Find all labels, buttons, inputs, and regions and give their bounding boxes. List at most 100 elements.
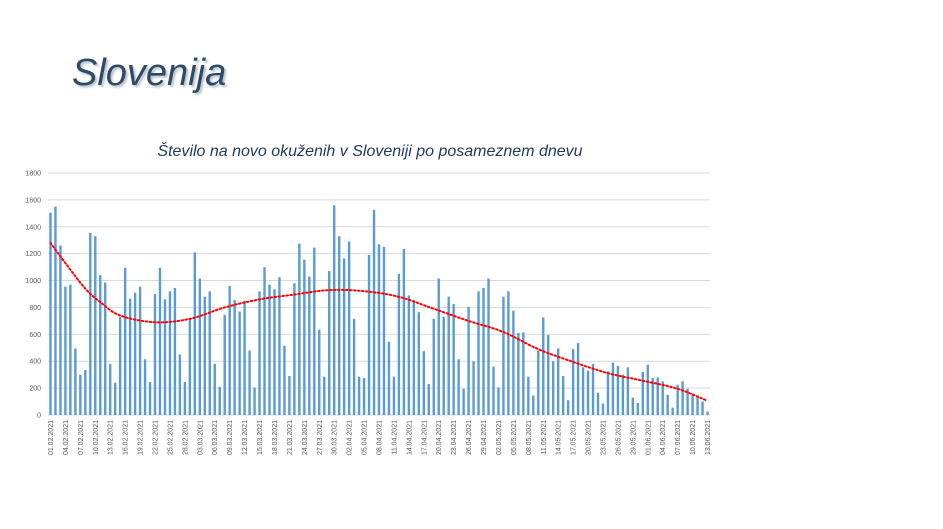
- bar: [298, 243, 301, 415]
- bar: [243, 300, 246, 415]
- bar: [123, 267, 127, 415]
- bar: [357, 376, 361, 415]
- bar: [188, 319, 192, 415]
- y-tick-label: 1200: [25, 251, 41, 258]
- bar: [691, 393, 694, 415]
- y-axis: 0 200 400 600 800 1000 1200 1400 1600 1800: [25, 171, 41, 420]
- x-tick-label: 24.03.2021: [302, 420, 309, 455]
- bar: [442, 316, 445, 415]
- bar: [671, 407, 674, 415]
- y-tick-label: 600: [29, 332, 41, 339]
- bar: [472, 361, 475, 415]
- bar: [636, 402, 640, 415]
- bar: [661, 381, 664, 415]
- bar: [74, 348, 77, 415]
- bar: [502, 296, 505, 415]
- bar: [308, 276, 311, 415]
- x-tick-label: 28.02.2021: [182, 420, 189, 455]
- bar: [89, 232, 92, 415]
- x-tick-label: 23.05.2021: [600, 420, 607, 455]
- bar: [288, 376, 291, 415]
- x-tick-label: 09.03.2021: [227, 420, 234, 455]
- bar: [407, 295, 411, 415]
- bar: [497, 387, 500, 415]
- bar: [352, 318, 356, 415]
- bar: [417, 312, 421, 415]
- bar: [64, 286, 67, 415]
- bar: [392, 376, 396, 415]
- bar: [148, 382, 152, 415]
- x-tick-label: 26.05.2021: [615, 420, 622, 455]
- bar: [616, 365, 620, 415]
- x-tick-label: 22.02.2021: [153, 420, 160, 455]
- bar: [69, 284, 72, 415]
- y-tick-label: 1000: [25, 278, 41, 285]
- bar: [84, 369, 87, 415]
- bar: [571, 349, 575, 415]
- bar: [283, 345, 286, 415]
- x-tick-label: 13.06.2021: [705, 420, 712, 455]
- bar: [248, 350, 251, 415]
- bar: [447, 296, 450, 415]
- bar: [49, 212, 52, 415]
- bar: [203, 296, 206, 415]
- bar: [556, 348, 560, 415]
- bar: [153, 294, 157, 415]
- bar: [318, 329, 321, 415]
- bar: [94, 236, 97, 415]
- bar: [631, 397, 635, 415]
- bar: [228, 285, 231, 415]
- bar: [462, 388, 465, 415]
- x-tick-label: 14.04.2021: [406, 420, 413, 455]
- bar: [696, 395, 699, 415]
- bars: [49, 205, 709, 415]
- bar: [233, 300, 236, 415]
- trendline-path: [49, 241, 709, 402]
- bar: [512, 310, 515, 415]
- x-tick-label: 17.04.2021: [421, 420, 428, 455]
- bar: [337, 236, 341, 415]
- bar: [686, 388, 689, 415]
- x-tick-label: 27.03.2021: [317, 420, 324, 455]
- bar: [482, 287, 485, 415]
- bar: [263, 267, 266, 415]
- bar: [532, 395, 535, 415]
- bar: [522, 332, 525, 415]
- bar: [178, 354, 182, 415]
- x-tick-label: 17.05.2021: [571, 420, 578, 455]
- x-tick-label: 23.04.2021: [451, 420, 458, 455]
- bar: [208, 291, 211, 415]
- bar: [372, 209, 376, 415]
- x-tick-label: 16.02.2021: [123, 420, 130, 455]
- bar: [387, 341, 391, 415]
- x-tick-label: 04.06.2021: [660, 420, 667, 455]
- x-tick-label: 05.04.2021: [362, 420, 369, 455]
- x-tick-label: 05.05.2021: [511, 420, 518, 455]
- x-tick-label: 04.02.2021: [63, 420, 70, 455]
- x-tick-label: 18.03.2021: [272, 420, 279, 455]
- trendline: [49, 241, 709, 402]
- bar: [347, 241, 351, 415]
- bar: [213, 363, 216, 415]
- x-tick-label: 01.02.2021: [48, 420, 55, 455]
- x-tick-label: 08.05.2021: [526, 420, 533, 455]
- x-tick-label: 20.05.2021: [586, 420, 593, 455]
- bar: [198, 278, 202, 415]
- bar: [54, 206, 57, 415]
- bar: [59, 245, 62, 415]
- bar: [313, 247, 316, 415]
- bar: [268, 284, 271, 415]
- x-tick-label: 02.04.2021: [347, 420, 354, 455]
- bar: [273, 289, 276, 415]
- bar: [656, 377, 659, 415]
- bar: [552, 361, 555, 415]
- x-tick-label: 12.03.2021: [242, 420, 249, 455]
- x-tick-label: 10.06.2021: [690, 420, 697, 455]
- bar: [681, 381, 684, 415]
- bar: [666, 394, 669, 415]
- bar: [706, 411, 709, 415]
- y-tick-label: 800: [29, 305, 41, 312]
- x-tick-label: 06.03.2021: [212, 420, 219, 455]
- bar: [342, 258, 346, 415]
